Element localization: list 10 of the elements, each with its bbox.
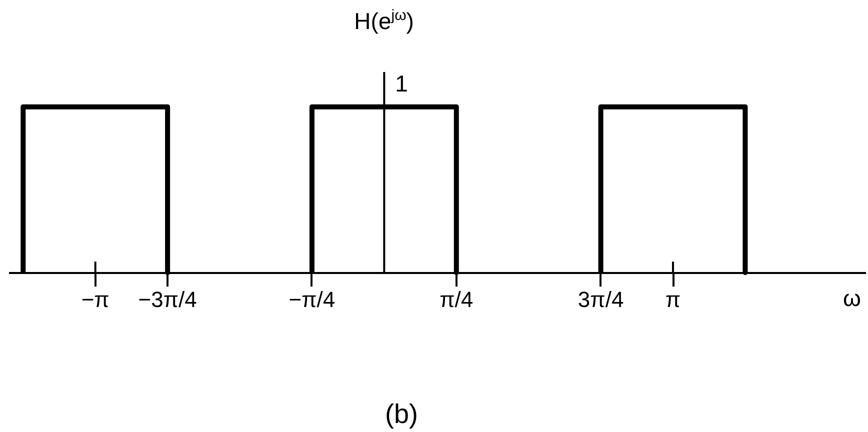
y-axis-title: H(e$^{jω}$) xyxy=(354,7,414,35)
x-axis-title: ω xyxy=(843,284,861,312)
x-tick-label: −3π/4 xyxy=(138,286,197,312)
text: (b) xyxy=(385,398,418,429)
x-tick-label: −π/4 xyxy=(288,286,336,312)
x-tick-label: −π xyxy=(81,286,110,312)
x-tick-label: π/4 xyxy=(440,286,474,312)
x-tick-label: 3π/4 xyxy=(578,286,624,312)
x-tick-label: π xyxy=(665,286,681,312)
annotation: 1 xyxy=(395,70,408,97)
